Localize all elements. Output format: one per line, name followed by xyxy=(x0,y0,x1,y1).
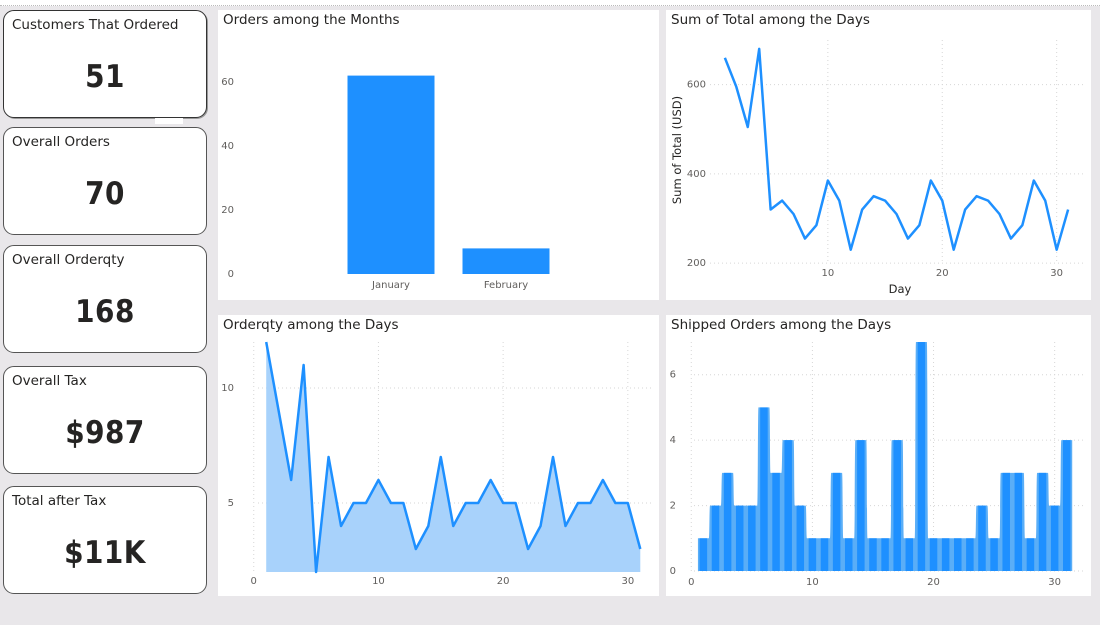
bar xyxy=(881,538,889,571)
bar xyxy=(748,505,756,571)
bar xyxy=(735,505,744,571)
y-tick-label: 60 xyxy=(221,77,234,88)
card-value: 70 xyxy=(85,176,125,212)
card-overall-orders[interactable]: Overall Orders 70 xyxy=(3,127,207,235)
bar xyxy=(1063,440,1071,571)
x-tick-label: 30 xyxy=(621,576,634,587)
x-tick-label: 10 xyxy=(806,577,819,588)
bar xyxy=(347,75,435,274)
series-line xyxy=(723,47,1070,251)
bar xyxy=(711,505,720,571)
bar xyxy=(784,440,792,571)
card-value: 168 xyxy=(75,294,135,330)
card-overall-orderqty[interactable]: Overall Orderqty 168 xyxy=(3,245,207,353)
bar xyxy=(1014,472,1023,571)
chart-title: Sum of Total among the Days xyxy=(671,12,870,28)
bar xyxy=(990,538,998,571)
shipped-orders-bar-chart: 0 2 4 6 0 10 20 30 xyxy=(670,342,1083,588)
y-tick-label: 6 xyxy=(670,370,676,381)
chart-sum-total-among-days[interactable]: 200 400 600 10 20 30 Day Sum of Total (USD) Sum… xyxy=(666,10,1091,300)
card-label: Total after Tax xyxy=(12,493,107,509)
bar xyxy=(1026,538,1035,571)
bar xyxy=(857,440,865,571)
chart-title: Orders among the Months xyxy=(223,12,400,28)
x-tick-label: 20 xyxy=(497,576,510,587)
bar xyxy=(462,248,550,274)
card-value: 51 xyxy=(85,59,125,95)
y-tick-label: 200 xyxy=(687,258,706,269)
x-tick-label: 0 xyxy=(251,576,257,587)
x-tick-label: 0 xyxy=(688,577,694,588)
chart-title: Orderqty among the Days xyxy=(223,317,399,333)
y-tick-label: 5 xyxy=(228,498,234,509)
bar xyxy=(760,407,768,571)
y-tick-label: 20 xyxy=(221,205,234,216)
series-line xyxy=(264,341,642,574)
chart-orderqty-among-days[interactable]: 5 10 0 10 20 30 Orderqty among the Days xyxy=(218,315,659,596)
chart-shipped-orders-among-days[interactable]: 0 2 4 6 0 10 20 30 Shipped Orders among the Day… xyxy=(666,315,1091,596)
bar xyxy=(723,472,732,571)
bar xyxy=(893,440,901,571)
bar xyxy=(1002,472,1010,571)
bar xyxy=(796,505,805,571)
bar xyxy=(808,538,817,571)
x-tick-label: 20 xyxy=(936,268,949,279)
bar xyxy=(820,538,829,571)
bar xyxy=(905,538,914,571)
y-axis-label: Sum of Total (USD) xyxy=(670,96,684,204)
card-label: Overall Tax xyxy=(12,373,87,389)
bar xyxy=(844,538,853,571)
bar xyxy=(699,538,708,571)
page-top-border xyxy=(0,0,1100,6)
bar xyxy=(1050,505,1059,571)
bar xyxy=(772,472,780,571)
bar xyxy=(941,538,950,571)
card-label: Overall Orderqty xyxy=(12,252,125,268)
card-value: $11K xyxy=(64,535,146,571)
y-tick-label: 10 xyxy=(221,383,234,394)
bar xyxy=(917,342,926,571)
card-total-after-tax[interactable]: Total after Tax $11K xyxy=(3,486,207,594)
x-tick-label: 30 xyxy=(1050,268,1063,279)
bar xyxy=(929,538,938,571)
bar xyxy=(966,538,974,571)
x-tick-label: 30 xyxy=(1048,577,1061,588)
bar xyxy=(832,472,841,571)
y-tick-label: 40 xyxy=(221,141,234,152)
x-tick-label: January xyxy=(371,280,410,291)
bar xyxy=(954,538,962,571)
series-area xyxy=(266,342,641,572)
orderqty-area-chart: 5 10 0 10 20 30 xyxy=(221,341,651,587)
card-label: Overall Orders xyxy=(12,134,110,150)
sum-total-line-chart: 200 400 600 10 20 30 Day Sum of Total (USD) xyxy=(670,40,1083,296)
x-axis-label: Day xyxy=(889,282,912,296)
card-overall-tax[interactable]: Overall Tax $987 xyxy=(3,366,207,474)
card-customers-that-ordered[interactable]: Customers That Ordered 51 xyxy=(3,10,207,118)
x-tick-label: February xyxy=(484,280,528,291)
y-tick-label: 600 xyxy=(687,80,706,91)
scroll-handle[interactable] xyxy=(155,118,183,124)
x-tick-label: 20 xyxy=(927,577,940,588)
x-tick-label: 10 xyxy=(821,268,834,279)
bar xyxy=(978,505,986,571)
x-tick-label: 10 xyxy=(372,576,385,587)
orders-months-bar-chart: 0 20 40 60 January February xyxy=(221,75,550,291)
card-value: $987 xyxy=(65,415,145,451)
chart-orders-among-months[interactable]: 0 20 40 60 January February Orders among the … xyxy=(218,10,659,300)
card-label: Customers That Ordered xyxy=(12,17,179,33)
y-tick-label: 4 xyxy=(670,435,676,446)
y-tick-label: 2 xyxy=(670,501,676,512)
bar xyxy=(869,538,877,571)
chart-title: Shipped Orders among the Days xyxy=(671,317,892,333)
y-tick-label: 0 xyxy=(228,269,234,280)
y-tick-label: 0 xyxy=(670,566,676,577)
bar xyxy=(1038,472,1047,571)
y-tick-label: 400 xyxy=(687,169,706,180)
